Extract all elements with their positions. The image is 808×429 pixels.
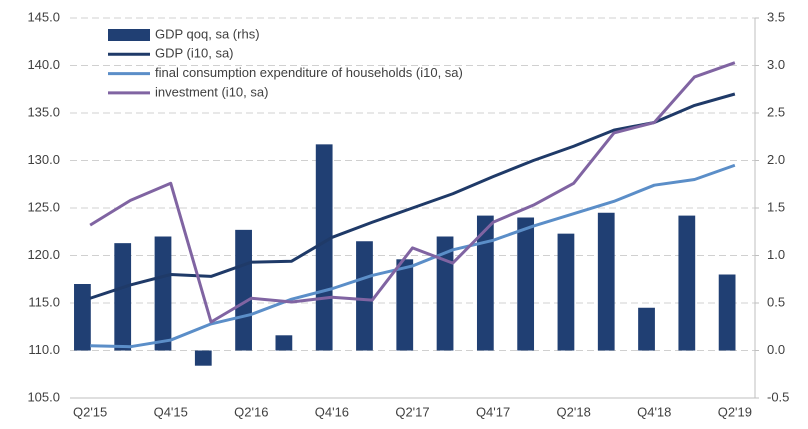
y-tick-label: 120.0: [27, 247, 60, 262]
bar: [638, 307, 655, 351]
line: [89, 61, 736, 324]
y-tick-label: 105.0: [27, 389, 60, 404]
y-tick-label: 140.0: [27, 57, 60, 72]
y2-tick-label: 3.5: [767, 9, 785, 24]
y-tick-label: 130.0: [27, 152, 60, 167]
bar: [597, 212, 615, 351]
y2-tick-label: 1.5: [767, 199, 785, 214]
bar: [718, 274, 736, 351]
y-tick-label: 115.0: [28, 294, 60, 309]
bar: [235, 229, 252, 351]
y2-tick-label: 1.0: [767, 247, 785, 262]
x-tick-label: Q2'16: [234, 404, 268, 419]
x-tick-label: Q4'17: [476, 404, 510, 419]
bar: [678, 215, 696, 351]
bar: [356, 241, 373, 351]
x-tick-label: Q2'19: [718, 404, 752, 419]
legend-label: GDP (i10, sa): [155, 46, 234, 61]
y2-tick-label: -0.5: [767, 389, 789, 404]
x-tick-label: Q2'15: [73, 404, 107, 419]
legend-swatch: [108, 29, 150, 41]
legend-label: final consumption expenditure of househo…: [155, 65, 463, 80]
bar: [154, 236, 172, 351]
bar: [476, 215, 494, 351]
line: [90, 163, 736, 349]
bar: [194, 350, 212, 366]
x-tick-label: Q4'16: [315, 404, 349, 419]
bar: [315, 144, 333, 351]
y2-tick-label: 0.0: [767, 342, 785, 357]
x-tick-label: Q4'18: [637, 404, 671, 419]
bar: [557, 233, 575, 351]
y2-tick-label: 0.5: [767, 294, 785, 309]
bar: [517, 217, 535, 351]
bar: [396, 259, 414, 351]
x-tick-label: Q2'18: [557, 404, 591, 419]
bar: [275, 335, 293, 351]
y-tick-label: 110.0: [28, 342, 60, 357]
bar: [74, 284, 91, 351]
y2-tick-label: 2.0: [767, 152, 785, 167]
x-tick-label: Q4'15: [154, 404, 188, 419]
x-tick-label: Q2'17: [395, 404, 429, 419]
bar: [436, 236, 454, 351]
y-tick-label: 125.0: [27, 199, 60, 214]
bar: [114, 243, 132, 351]
y2-tick-label: 3.0: [767, 57, 785, 72]
legend-label: investment (i10, sa): [155, 84, 268, 99]
legend-label: GDP qoq, sa (rhs): [155, 26, 260, 41]
y-tick-label: 135.0: [27, 104, 60, 119]
y2-tick-label: 2.5: [767, 104, 785, 119]
y-tick-label: 145.0: [27, 9, 60, 24]
